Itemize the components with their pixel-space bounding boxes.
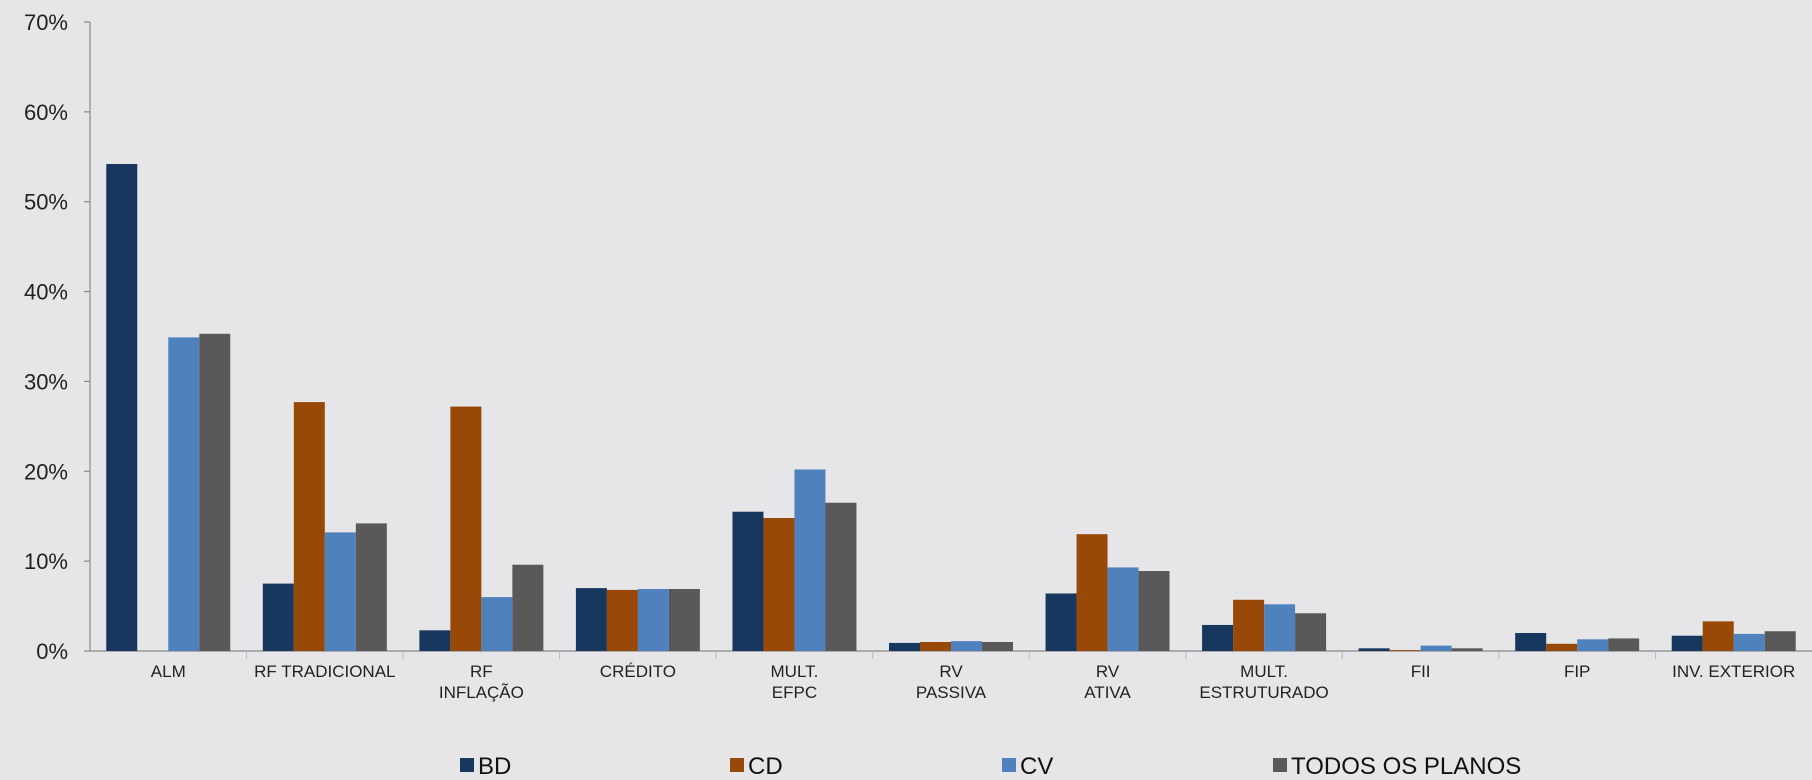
bar-cv xyxy=(481,597,513,651)
bar-cv xyxy=(1107,567,1139,651)
bar-cd xyxy=(1546,643,1578,651)
y-tick-label: 30% xyxy=(24,369,68,394)
x-category-label: INV. EXTERIOR xyxy=(1672,662,1795,681)
bar-bd xyxy=(1358,648,1390,651)
bar-cv xyxy=(637,588,669,651)
legend-swatch xyxy=(460,758,474,772)
bar-cd xyxy=(1076,534,1108,651)
y-tick-label: 70% xyxy=(24,10,68,35)
legend-swatch xyxy=(1002,758,1016,772)
bar-cd xyxy=(606,589,638,651)
legend: BD CD CV TODOS OS PLANOS xyxy=(460,753,1521,780)
bar-cv xyxy=(1733,633,1765,651)
bar-cd xyxy=(763,518,795,651)
legend-swatch xyxy=(730,758,744,772)
bar-cd xyxy=(450,406,482,651)
legend-label: BD xyxy=(478,753,511,780)
bar-cv xyxy=(1577,639,1609,651)
y-axis: 0% 10% 20% 30% 40% 50% 60% 70% xyxy=(24,10,91,664)
y-tick-label: 60% xyxy=(24,100,68,125)
bar-todos-os-planos xyxy=(668,588,700,651)
bar-todos-os-planos xyxy=(1451,648,1483,651)
x-category-label: CRÉDITO xyxy=(600,662,676,681)
bars xyxy=(106,163,1796,651)
bar-cd xyxy=(1702,621,1734,651)
x-category-label: FII xyxy=(1411,662,1431,681)
x-axis xyxy=(90,650,1812,659)
bar-bd xyxy=(732,511,764,651)
x-category-label: MULT. ESTRUTURADO xyxy=(1199,662,1328,702)
bar-cd xyxy=(1233,599,1265,651)
bar-todos-os-planos xyxy=(199,333,231,651)
category-labels: ALM RF TRADICIONAL RF INFLAÇÃO CRÉDITO MULT. E… xyxy=(151,662,1796,702)
y-tick-label: 20% xyxy=(24,459,68,484)
bar-bd xyxy=(106,163,138,651)
y-tick-label: 40% xyxy=(24,280,68,305)
x-category-label: RF INFLAÇÃO xyxy=(439,662,524,702)
y-tick-label: 10% xyxy=(24,549,68,574)
x-category-label: RV ATIVA xyxy=(1084,662,1131,702)
bar-todos-os-planos xyxy=(982,642,1013,651)
bar-todos-os-planos xyxy=(825,502,857,651)
bar-todos-os-planos xyxy=(1608,638,1640,651)
bar-cv xyxy=(1264,604,1296,651)
x-category-label: FIP xyxy=(1564,662,1590,681)
bar-bd xyxy=(1671,635,1703,651)
y-tick-label: 0% xyxy=(36,639,68,664)
bar-bd xyxy=(1515,633,1547,651)
x-category-label: RV PASSIVA xyxy=(916,662,987,702)
x-category-label: RF TRADICIONAL xyxy=(254,662,395,681)
legend-label: CD xyxy=(748,753,783,780)
bar-todos-os-planos xyxy=(1138,571,1170,651)
bar-todos-os-planos xyxy=(355,523,387,651)
bar-bd xyxy=(575,588,607,651)
bar-bd xyxy=(889,642,920,651)
x-category-label: ALM xyxy=(151,662,186,681)
bar-bd xyxy=(419,630,451,651)
bar-todos-os-planos xyxy=(1764,631,1796,651)
bar-bd xyxy=(1202,624,1234,651)
y-tick-label: 50% xyxy=(24,190,68,215)
bar-bd xyxy=(1045,593,1077,651)
legend-swatch xyxy=(1273,758,1287,772)
bar-cv xyxy=(794,469,826,651)
bar-cv xyxy=(168,337,200,651)
bar-cd xyxy=(920,642,951,651)
legend-label: TODOS OS PLANOS xyxy=(1291,753,1521,780)
bar-cd xyxy=(293,402,325,651)
bar-cv xyxy=(324,532,356,651)
x-category-label: MULT. EFPC xyxy=(771,662,819,702)
bar-cv xyxy=(1420,645,1452,651)
bar-cv xyxy=(951,641,982,651)
bar-todos-os-planos xyxy=(1295,613,1327,651)
bar-todos-os-planos xyxy=(512,564,544,651)
bar-cd xyxy=(1389,650,1421,651)
bar-bd xyxy=(262,583,294,651)
legend-label: CV xyxy=(1020,753,1053,780)
